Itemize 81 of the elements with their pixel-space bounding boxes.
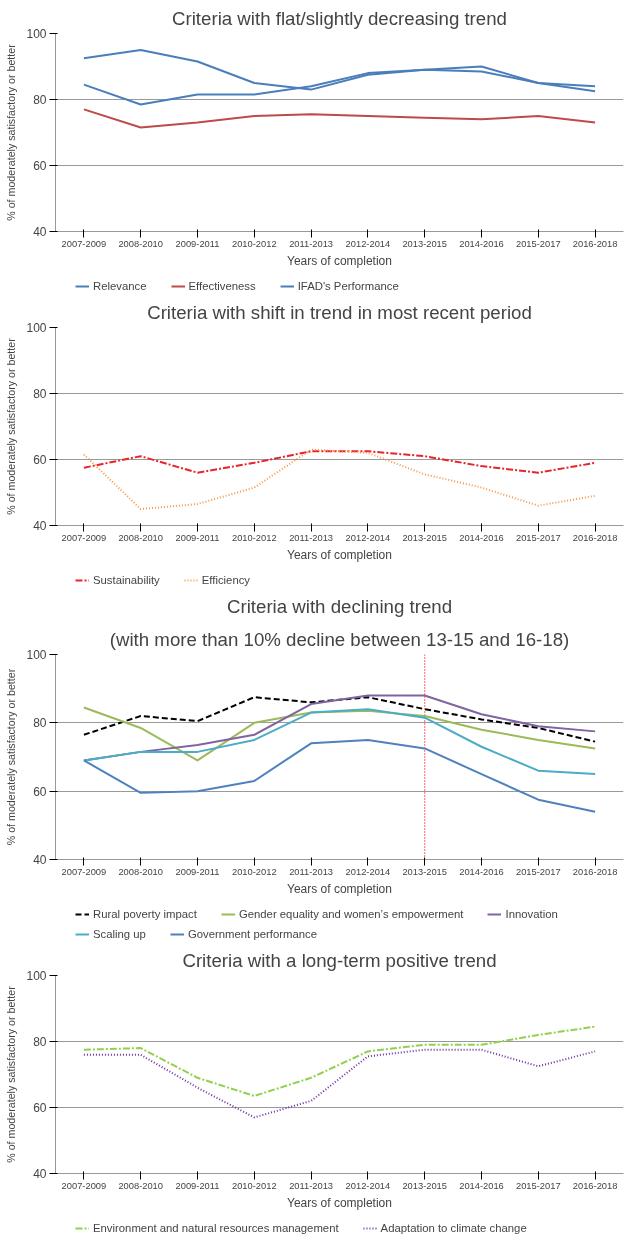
y-tick-label: 40 (33, 519, 47, 533)
y-axis-title: % of moderately satisfactory or better (5, 985, 18, 1163)
x-axis-title: Years of completion (287, 881, 392, 896)
x-tick-label: 2013-2015 (402, 238, 447, 249)
x-tick-label: 2012-2014 (345, 1180, 391, 1191)
legend-label: Scaling up (93, 928, 146, 940)
x-tick-label: 2007-2009 (61, 238, 107, 249)
y-tick-label: 40 (33, 225, 47, 239)
x-tick-label: 2009-2011 (175, 866, 220, 877)
y-tick-label: 40 (33, 853, 47, 867)
x-tick-label: 2015-2017 (516, 866, 561, 877)
x-tick-label: 2012-2014 (345, 866, 391, 877)
legend-label: Effectiveness (188, 280, 256, 292)
x-tick-label: 2015-2017 (516, 238, 561, 249)
x-tick-label: 2016-2018 (572, 1180, 618, 1191)
legend-label: Gender equality and women’s empowerment (238, 908, 464, 920)
x-tick-label: 2009-2011 (175, 532, 220, 543)
x-tick-label: 2008-2010 (118, 238, 163, 249)
legend-label: IFAD's Performance (297, 280, 399, 292)
x-tick-label: 2010-2012 (232, 532, 277, 543)
chart-title: Criteria with shift in trend in most recent period (147, 301, 532, 323)
x-tick-label: 2010-2012 (232, 238, 277, 249)
x-tick-label: 2008-2010 (118, 1180, 163, 1191)
y-tick-label: 60 (33, 1101, 47, 1115)
x-tick-label: 2010-2012 (232, 866, 277, 877)
x-tick-label: 2014-2016 (459, 532, 504, 543)
x-tick-label: 2011-2013 (289, 1180, 334, 1191)
chart-title: Criteria with declining trend (226, 595, 453, 617)
legend-label: Environment and natural resources management (93, 1222, 339, 1234)
x-tick-label: 2009-2011 (175, 238, 220, 249)
x-tick-label: 2010-2012 (232, 1180, 277, 1191)
legend-label: Adaptation to climate change (380, 1222, 527, 1234)
legend-label: Efficiency (201, 574, 251, 586)
y-tick-label: 40 (33, 1167, 47, 1181)
x-tick-label: 2008-2010 (118, 532, 163, 543)
chart-title: Criteria with flat/slightly decreasing trend (172, 7, 507, 29)
y-axis-title: % of moderately satisfactory or better (5, 43, 18, 221)
y-tick-label: 100 (26, 648, 47, 662)
x-tick-label: 2014-2016 (459, 1180, 504, 1191)
x-tick-label: 2012-2014 (345, 532, 391, 543)
legend-label: Sustainability (93, 574, 160, 586)
x-tick-label: 2015-2017 (516, 532, 561, 543)
x-tick-label: 2016-2018 (572, 238, 618, 249)
x-tick-label: 2013-2015 (402, 866, 447, 877)
x-tick-label: 2016-2018 (572, 532, 618, 543)
chart-title: Criteria with a long-term positive trend (182, 949, 497, 971)
y-tick-label: 60 (33, 784, 47, 799)
x-tick-label: 2007-2009 (61, 532, 107, 543)
y-tick-label: 100 (26, 969, 47, 983)
x-tick-label: 2009-2011 (175, 1180, 220, 1191)
y-tick-label: 100 (26, 27, 47, 41)
y-tick-label: 80 (33, 93, 47, 107)
y-tick-label: 100 (26, 321, 47, 335)
y-tick-label: 80 (33, 1035, 47, 1049)
x-axis-title: Years of completion (287, 1195, 392, 1210)
x-tick-label: 2015-2017 (516, 1180, 561, 1191)
y-tick-label: 80 (33, 387, 47, 401)
x-tick-label: 2007-2009 (61, 866, 107, 877)
legend-label: Innovation (505, 908, 558, 920)
x-tick-label: 2011-2013 (289, 532, 334, 543)
y-tick-label: 60 (33, 159, 47, 173)
legend-label: Government performance (187, 928, 317, 940)
legend-label: Relevance (93, 280, 147, 292)
x-tick-label: 2016-2018 (572, 866, 618, 877)
x-axis-title: Years of completion (287, 253, 392, 268)
x-tick-label: 2008-2010 (118, 866, 163, 877)
y-axis-title: % of moderately satisfactory or better (5, 668, 18, 846)
x-tick-label: 2011-2013 (289, 238, 334, 249)
chart-subtitle: (with more than 10% decline between 13-15 and 16-18) (109, 628, 570, 650)
x-tick-label: 2007-2009 (61, 1180, 107, 1191)
y-tick-label: 60 (33, 453, 47, 467)
x-tick-label: 2012-2014 (345, 238, 391, 249)
y-axis-title: % of moderately satisfactory or better (5, 337, 18, 515)
x-axis-title: Years of completion (287, 547, 392, 562)
x-tick-label: 2014-2016 (459, 866, 504, 877)
x-tick-label: 2013-2015 (402, 532, 447, 543)
x-tick-label: 2014-2016 (459, 238, 504, 249)
x-tick-label: 2011-2013 (289, 866, 334, 877)
y-tick-label: 80 (33, 716, 47, 731)
x-tick-label: 2013-2015 (402, 1180, 447, 1191)
legend-label: Rural poverty impact (93, 908, 197, 920)
